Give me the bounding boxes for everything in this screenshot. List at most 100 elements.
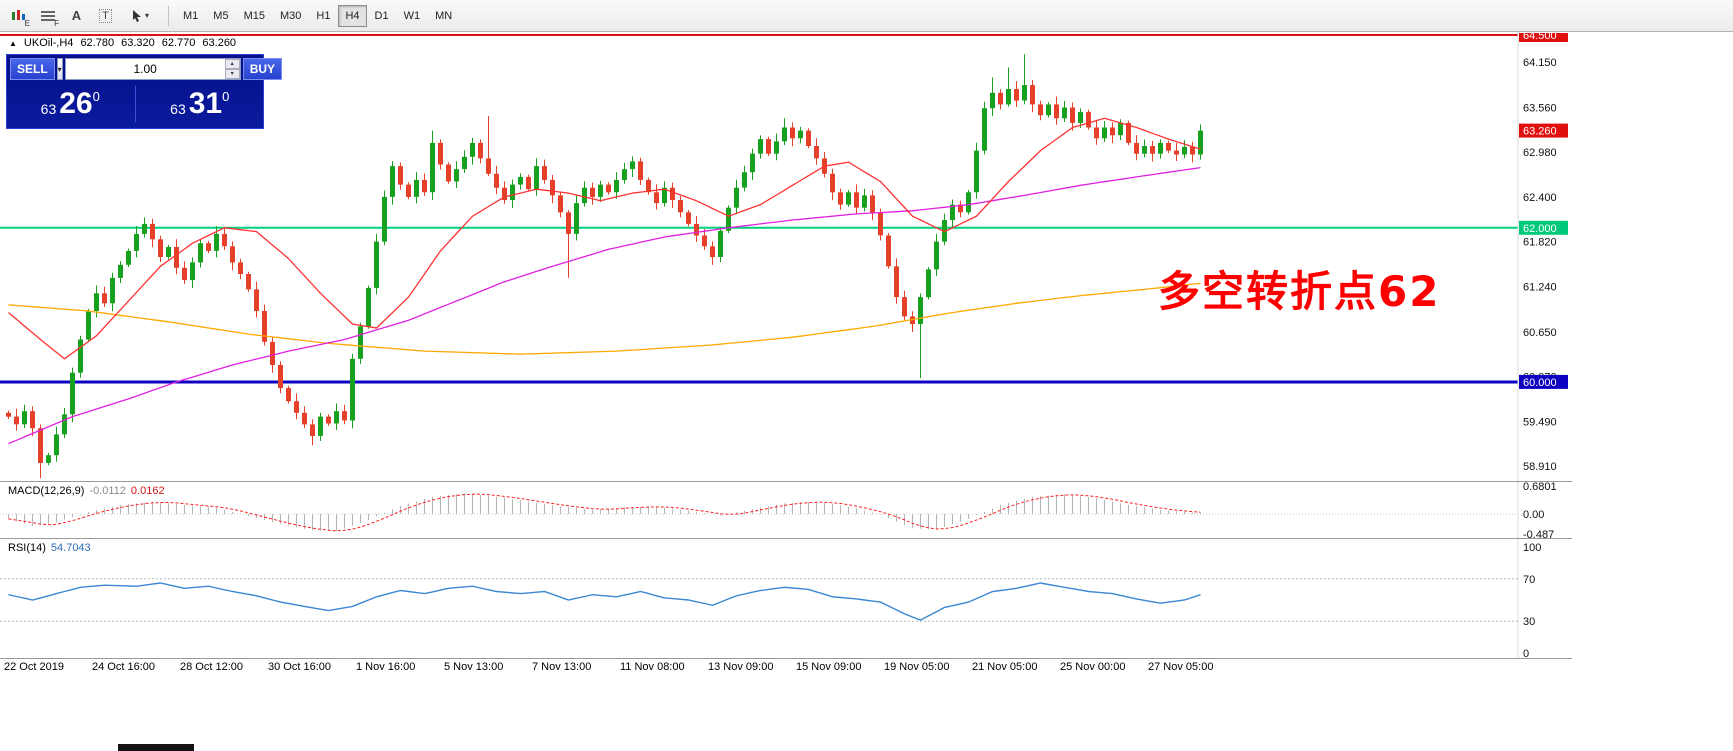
bid-prefix: 63 <box>40 101 57 117</box>
panel-separator <box>0 481 1572 482</box>
ohlc-open: 62.780 <box>80 37 115 49</box>
time-axis-label: 21 Nov 05:00 <box>972 661 1038 673</box>
ohlc-close: 63.260 <box>202 37 237 49</box>
ma-slow-orange <box>8 282 1201 355</box>
svg-text:60.650: 60.650 <box>1523 327 1557 339</box>
bid-price-display[interactable]: 63 26 0 <box>10 83 131 125</box>
bar-chart-icon <box>11 10 25 20</box>
svg-text:63.560: 63.560 <box>1523 103 1557 115</box>
timeframe-w1[interactable]: W1 <box>397 5 428 27</box>
svg-text:0: 0 <box>1523 648 1529 658</box>
buy-button[interactable]: BUY <box>242 58 283 80</box>
time-axis-label: 11 Nov 08:00 <box>620 661 685 673</box>
bid-big-digits: 26 <box>59 87 93 120</box>
volume-input[interactable] <box>65 59 225 79</box>
volume-decrement-button[interactable]: ▾ <box>224 69 240 79</box>
time-axis-label: 24 Oct 16:00 <box>92 661 155 673</box>
time-axis-label: 15 Nov 09:00 <box>796 661 862 673</box>
ask-prefix: 63 <box>170 101 186 117</box>
svg-text:61.240: 61.240 <box>1523 281 1557 293</box>
volume-field-wrap: ▴ ▾ <box>64 58 241 80</box>
time-axis-label: 27 Nov 05:00 <box>1148 661 1214 673</box>
trade-controls-row: SELL ▾ ▴ ▾ BUY <box>10 58 283 80</box>
svg-text:59.490: 59.490 <box>1523 416 1557 428</box>
svg-text:58.910: 58.910 <box>1523 461 1557 473</box>
rsi-line <box>8 582 1201 621</box>
indicator-list-icon[interactable]: F <box>34 4 61 28</box>
cursor-arrow-icon <box>132 10 141 22</box>
svg-text:100: 100 <box>1523 542 1541 554</box>
volume-dropdown-button[interactable]: ▾ <box>56 58 63 80</box>
ask-price-display[interactable]: 63 31 0 <box>140 83 261 125</box>
svg-text:0.00: 0.00 <box>1523 509 1544 521</box>
svg-text:62.980: 62.980 <box>1523 147 1557 159</box>
macd-label: MACD(12,26,9) -0.0112 0.0162 <box>8 485 165 497</box>
time-axis-label: 5 Nov 13:00 <box>444 661 504 673</box>
macd-signal-line <box>8 493 1201 532</box>
timeframe-m30[interactable]: M30 <box>273 5 308 27</box>
chevron-down-icon: ▾ <box>57 64 62 74</box>
rsi-value: 54.7043 <box>50 542 91 554</box>
panel-separator <box>0 658 1572 659</box>
svg-text:64.500: 64.500 <box>1523 33 1557 42</box>
time-axis-label: 7 Nov 13:00 <box>532 661 592 673</box>
sell-button[interactable]: SELL <box>10 58 55 80</box>
main-chart-canvas[interactable]: 64.150 63.560 62.980 62.400 61.820 61.240 60.6… <box>0 33 1572 481</box>
macd-histogram <box>8 493 1201 532</box>
chevron-down-icon: ▾ <box>144 11 149 20</box>
timeframe-h1[interactable]: H1 <box>309 5 337 27</box>
icon-sublabel: F <box>54 18 59 28</box>
rsi-label: RSI(14) 54.7043 <box>8 542 91 554</box>
time-axis-label: 25 Nov 00:00 <box>1060 661 1126 673</box>
svg-text:62.400: 62.400 <box>1523 192 1557 204</box>
panel-separator <box>0 538 1572 539</box>
time-axis-label: 19 Nov 05:00 <box>884 661 950 673</box>
chart-annotation-text: 多空转折点62 <box>1158 267 1441 316</box>
svg-text:30: 30 <box>1523 616 1535 628</box>
macd-panel-canvas[interactable]: 0.6801 0.00 -0.487 <box>0 482 1572 538</box>
icon-sublabel: E <box>24 18 30 28</box>
candles <box>6 54 1203 479</box>
text-tool-icon[interactable]: T <box>92 4 119 28</box>
macd-name: MACD(12,26,9) <box>8 485 85 497</box>
ohlc-low: 62.770 <box>161 37 196 49</box>
volume-increment-button[interactable]: ▴ <box>224 59 240 69</box>
volume-spinner: ▴ ▾ <box>224 59 240 79</box>
svg-text:-0.487: -0.487 <box>1523 529 1554 538</box>
timeframe-d1[interactable]: D1 <box>368 5 396 27</box>
ohlc-header: ▲ UKOil-,H4 62.780 63.320 62.770 63.260 <box>9 37 236 49</box>
cursor-tool-icon[interactable]: ▾ <box>121 4 159 28</box>
price-divider <box>134 86 136 122</box>
list-icon <box>40 10 55 21</box>
svg-text:0.6801: 0.6801 <box>1523 482 1557 493</box>
annotation-tool-icon[interactable]: A <box>63 4 90 28</box>
svg-text:64.150: 64.150 <box>1523 57 1557 69</box>
ma-mid-magenta <box>8 166 1201 445</box>
bid-sup-digit: 0 <box>92 88 100 104</box>
toolbar: E F A T ▾ M1 M5 M15 M30 H1 H4 D1 W1 MN <box>0 0 1733 32</box>
ask-sup-digit: 0 <box>222 88 230 104</box>
svg-text:62.000: 62.000 <box>1523 223 1557 235</box>
macd-signal-value: 0.0162 <box>130 485 165 497</box>
svg-text:70: 70 <box>1523 574 1535 586</box>
macd-main-value: -0.0112 <box>89 485 126 497</box>
time-axis-label: 13 Nov 09:00 <box>708 661 774 673</box>
timeframe-m5[interactable]: M5 <box>206 5 235 27</box>
timeframe-group: M1 M5 M15 M30 H1 H4 D1 W1 MN <box>176 4 460 27</box>
svg-text:60.000: 60.000 <box>1523 377 1557 389</box>
timeframe-m15[interactable]: M15 <box>237 5 272 27</box>
time-axis-label: 28 Oct 12:00 <box>180 661 243 673</box>
one-click-trading-panel: SELL ▾ ▴ ▾ BUY 63 26 0 63 31 0 <box>6 54 283 129</box>
rsi-panel-canvas[interactable]: 100 70 30 0 <box>0 539 1572 658</box>
time-axis-label: 30 Oct 16:00 <box>268 661 331 673</box>
time-axis-label: 1 Nov 16:00 <box>356 661 416 673</box>
symbol-marker-icon: ▲ <box>9 39 17 48</box>
timeframe-mn[interactable]: MN <box>428 5 459 27</box>
time-axis[interactable]: 22 Oct 2019 24 Oct 16:00 28 Oct 12:00 30 Oc… <box>0 659 1572 676</box>
taskbar-fragment <box>118 744 194 751</box>
timeframe-m1[interactable]: M1 <box>176 5 205 27</box>
timeframe-h4[interactable]: H4 <box>338 4 367 27</box>
ma-fast-red <box>8 117 1201 360</box>
time-axis-label: 22 Oct 2019 <box>4 661 64 673</box>
charts-icon[interactable]: E <box>5 4 32 28</box>
